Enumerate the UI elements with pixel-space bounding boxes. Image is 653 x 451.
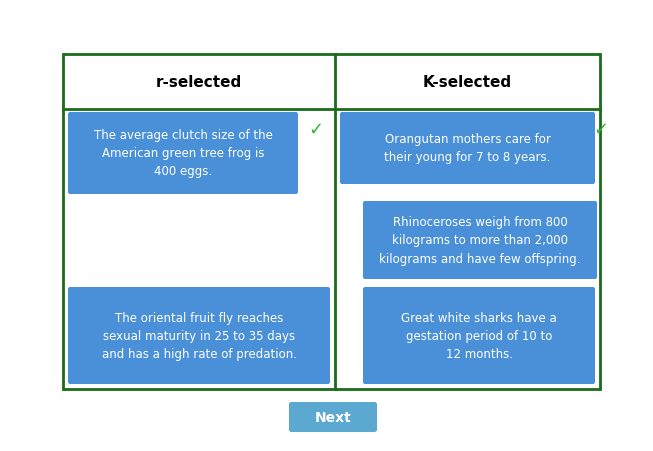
Bar: [63, 55, 600, 389]
FancyBboxPatch shape: [363, 287, 595, 384]
FancyBboxPatch shape: [68, 113, 298, 194]
Text: ✓: ✓: [308, 121, 324, 139]
Text: Rhinoceroses weigh from 800
kilograms to more than 2,000
kilograms and have few : Rhinoceroses weigh from 800 kilograms to…: [379, 216, 581, 265]
FancyBboxPatch shape: [68, 287, 330, 384]
FancyBboxPatch shape: [363, 202, 597, 279]
Text: Next: Next: [315, 410, 351, 424]
Text: The average clutch size of the
American green tree frog is
400 eggs.: The average clutch size of the American …: [93, 129, 272, 178]
Text: The oriental fruit fly reaches
sexual maturity in 25 to 35 days
and has a high r: The oriental fruit fly reaches sexual ma…: [101, 311, 296, 360]
FancyBboxPatch shape: [289, 402, 377, 432]
Text: Orangutan mothers care for
their young for 7 to 8 years.: Orangutan mothers care for their young f…: [385, 133, 550, 164]
Text: r-selected: r-selected: [156, 75, 242, 90]
Text: K-selected: K-selected: [423, 75, 512, 90]
Text: ✓: ✓: [594, 121, 609, 139]
Text: Great white sharks have a
gestation period of 10 to
12 months.: Great white sharks have a gestation peri…: [401, 311, 557, 360]
FancyBboxPatch shape: [340, 113, 595, 184]
